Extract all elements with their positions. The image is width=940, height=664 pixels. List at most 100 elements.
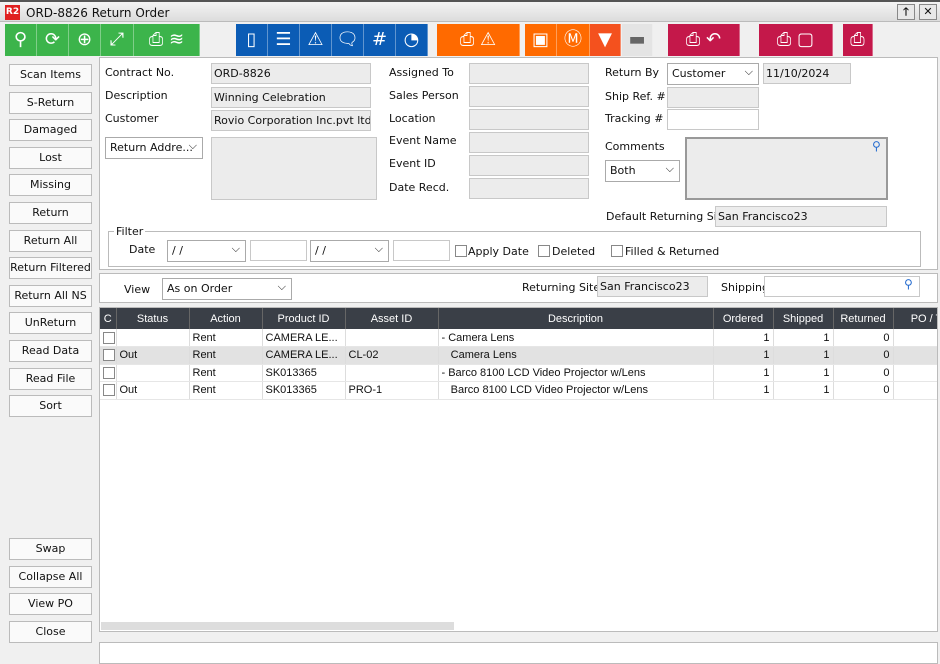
table-row[interactable]: Out Rent SK013365 PRO-1 Barco 8100 LCD Vide… (100, 381, 937, 400)
sidebar-button-view-po[interactable]: View PO (9, 593, 92, 616)
contract-no-field[interactable]: ORD-8826 (211, 63, 371, 84)
returning-site-field[interactable]: San Francisco23 (597, 276, 708, 297)
time-to-field[interactable] (393, 240, 450, 261)
filled-returned-checkbox[interactable] (611, 245, 623, 257)
sidebar-button-collapse-all[interactable]: Collapse All (9, 565, 92, 588)
status-cell (116, 329, 190, 347)
sidebar-button-return-all[interactable]: Return All (9, 229, 92, 252)
date-recd-field[interactable] (469, 178, 589, 199)
sidebar-button-return-filtered[interactable]: Return Filtered (9, 257, 92, 280)
row-checkbox[interactable] (103, 384, 115, 397)
box-button[interactable]: ▣ (525, 24, 557, 56)
assigned-to-field[interactable] (469, 63, 589, 84)
row-checkbox[interactable] (103, 331, 115, 344)
sidebar-button-missing[interactable]: Missing (9, 174, 92, 197)
apply-date-checkbox[interactable] (455, 245, 467, 257)
comments-box[interactable] (685, 137, 888, 200)
restore-button[interactable]: 🡑 (897, 4, 915, 20)
row-check-cell[interactable] (100, 346, 117, 365)
list-button[interactable]: ☰ (268, 24, 300, 56)
column-header[interactable]: Shipped (773, 308, 834, 329)
sidebar-button-read-file[interactable]: Read File (9, 367, 92, 390)
printer-button[interactable]: ⎙ (843, 24, 873, 56)
description-field[interactable]: Winning Celebration (211, 87, 371, 108)
column-header[interactable]: Product ID (262, 308, 346, 329)
sidebar-button-scan-items[interactable]: Scan Items (9, 64, 92, 86)
hash-button[interactable]: # (364, 24, 396, 56)
zoom-in-button[interactable]: ⊕ (69, 24, 101, 56)
column-header[interactable]: C (100, 308, 117, 329)
column-header[interactable]: Ordered (713, 308, 774, 329)
row-check-cell[interactable] (100, 329, 117, 347)
returned-cell: 0 (833, 364, 894, 382)
search-icon[interactable]: ⚲ (872, 139, 881, 153)
print-box-button[interactable]: ⎙ ▢ (759, 24, 833, 56)
customer-field[interactable]: Rovio Corporation Inc.pvt ltd (211, 110, 371, 131)
warning-eye-button[interactable]: ⚠ (300, 24, 332, 56)
row-check-cell[interactable] (100, 364, 117, 382)
sidebar-button-unreturn[interactable]: UnReturn (9, 312, 92, 335)
gauge-button[interactable]: ◔ (396, 24, 428, 56)
date-from-picker[interactable]: / / (167, 240, 246, 262)
return-address-box[interactable] (211, 137, 377, 200)
view-select[interactable]: As on Order (162, 278, 292, 300)
sidebar-button-damaged[interactable]: Damaged (9, 119, 92, 142)
row-checkbox[interactable] (103, 366, 115, 379)
return-address-select[interactable]: Return Addre... (105, 137, 203, 159)
column-header[interactable]: Returned (833, 308, 894, 329)
sidebar-button-read-data[interactable]: Read Data (9, 340, 92, 362)
close-window-button[interactable]: ✕ (919, 4, 937, 20)
column-header[interactable]: Asset ID (345, 308, 439, 329)
sidebar-button-return-all-ns[interactable]: Return All NS (9, 284, 92, 307)
box-m-button[interactable]: Ⓜ (557, 24, 590, 56)
print-return-button[interactable]: ⎙ ↶ (668, 24, 740, 56)
date-to-picker[interactable]: / / (310, 240, 389, 262)
horizontal-scrollbar[interactable] (101, 622, 454, 630)
ordered-cell: 1 (713, 381, 774, 400)
event-id-field[interactable] (469, 155, 589, 176)
shipping-site-field[interactable] (764, 276, 920, 297)
table-row[interactable]: Out Rent CAMERA LE... CL-02 Camera Lens 1 1 0 (100, 346, 937, 365)
table-row[interactable]: Rent SK013365 - Barco 8100 LCD Video Proje… (100, 364, 937, 382)
column-header[interactable]: Description (438, 308, 714, 329)
comments-scope-select[interactable]: Both (605, 160, 680, 182)
return-date-field[interactable]: 11/10/2024 (763, 63, 851, 84)
search-icon[interactable]: ⚲ (904, 277, 913, 291)
refresh-button[interactable]: ⟳ (37, 24, 69, 56)
print-warning-button[interactable]: ⎙ ⚠ (437, 24, 520, 56)
column-header[interactable]: Action (189, 308, 263, 329)
tracking-field[interactable] (667, 109, 759, 130)
comments-label: Comments (605, 140, 665, 153)
sidebar-button-swap[interactable]: Swap (9, 538, 92, 560)
time-from-field[interactable] (250, 240, 307, 261)
sidebar-button-s-return[interactable]: S-Return (9, 91, 92, 114)
event-name-field[interactable] (469, 132, 589, 153)
comment-button[interactable]: 🗨 (332, 24, 364, 56)
location-field[interactable] (469, 109, 589, 130)
sales-person-field[interactable] (469, 86, 589, 107)
status-bar (99, 642, 938, 664)
sidebar-button-return[interactable]: Return (9, 202, 92, 224)
book-button[interactable]: ▯ (236, 24, 268, 56)
app-logo: R2 (5, 5, 20, 20)
return-by-select[interactable]: Customer (667, 63, 759, 85)
default-site-field[interactable]: San Francisco23 (715, 206, 887, 227)
deleted-checkbox[interactable] (538, 245, 550, 257)
ship-ref-field[interactable] (667, 87, 759, 108)
column-header[interactable]: Status (116, 308, 190, 329)
scanner-button[interactable]: ▬ (622, 24, 653, 56)
sidebar-button-close[interactable]: Close (9, 620, 92, 643)
expand-button[interactable]: ⤢ (101, 24, 134, 56)
sidebar-button-sort[interactable]: Sort (9, 395, 92, 418)
sidebar-button-lost[interactable]: Lost (9, 146, 92, 169)
column-header[interactable]: PO / T (893, 308, 937, 329)
description-cell: - Barco 8100 LCD Video Projector w/Lens (438, 364, 714, 382)
search-button[interactable]: ⚲ (5, 24, 37, 56)
return-by-label: Return By (605, 66, 660, 79)
row-checkbox[interactable] (103, 349, 115, 362)
description-label: Description (105, 89, 168, 102)
print-layers-button[interactable]: ⎙ ≋ (134, 24, 200, 56)
row-check-cell[interactable] (100, 381, 117, 400)
filter-button[interactable]: ▼ (590, 24, 621, 56)
table-row[interactable]: Rent CAMERA LE... - Camera Lens 1 1 0 (100, 329, 937, 347)
